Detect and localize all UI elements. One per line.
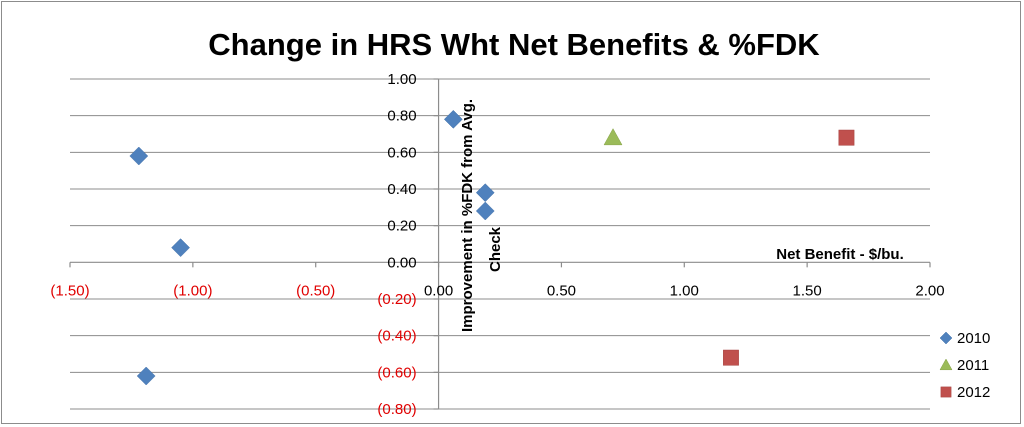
y-tick-label: 0.20: [387, 218, 416, 235]
legend-label-2012: 2012: [957, 384, 990, 401]
x-tick-label: (1.50): [50, 282, 89, 299]
x-tick-label: (0.50): [296, 282, 335, 299]
x-axis-title: Net Benefit - $/bu.: [776, 246, 904, 263]
legend-marker-2011: [939, 358, 953, 371]
x-tick-label: 2.00: [915, 282, 944, 299]
data-point-2010: [443, 109, 463, 129]
y-tick-label: (0.40): [377, 328, 416, 345]
legend-marker-2010: [939, 331, 953, 345]
x-tick-label: (1.00): [173, 282, 212, 299]
data-point-2011: [603, 128, 623, 146]
x-tick-label: 1.50: [793, 282, 822, 299]
data-point-2012: [723, 349, 739, 366]
y-tick-label: 1.00: [387, 71, 416, 88]
data-point-2010: [475, 183, 495, 203]
data-points: [129, 109, 855, 386]
legend: 2010 2011 2012: [939, 330, 990, 401]
y-tick-label: 0.80: [387, 108, 416, 125]
y-tick-label: 0.00: [387, 254, 416, 271]
y-tick-label: 0.60: [387, 144, 416, 161]
chart-title: Change in HRS Wht Net Benefits & %FDK: [208, 27, 820, 62]
y-axis-title: Improvement in %FDK from Avg. Check: [459, 99, 504, 332]
x-tick-label: 1.00: [670, 282, 699, 299]
legend-marker-2012: [940, 386, 952, 398]
data-point-2010: [475, 201, 495, 221]
legend-label-2010: 2010: [957, 330, 990, 347]
data-point-2010: [136, 366, 156, 386]
y-axis-title-line2: Check: [487, 226, 504, 272]
y-tick-label: (0.60): [377, 364, 416, 381]
y-axis-title-line1: Improvement in %FDK from Avg.: [459, 99, 476, 332]
gridlines: [70, 78, 930, 410]
data-point-2010: [171, 238, 190, 258]
data-point-2012: [838, 129, 855, 146]
legend-label-2011: 2011: [957, 357, 989, 374]
tick-labels: (1.50) (1.00) (0.50) 0.00 0.50 1.00 1.50 2.00 1.…: [50, 71, 944, 418]
y-axis-title-group: Improvement in %FDK from Avg. Check: [459, 99, 504, 332]
axes: [69, 78, 931, 410]
data-point-2010: [129, 146, 149, 166]
y-tick-label: (0.20): [377, 291, 416, 308]
y-tick-label: (0.80): [377, 401, 416, 418]
x-tick-label: 0.00: [424, 282, 453, 299]
x-tick-label: 0.50: [547, 282, 576, 299]
y-tick-label: 0.40: [387, 181, 416, 198]
